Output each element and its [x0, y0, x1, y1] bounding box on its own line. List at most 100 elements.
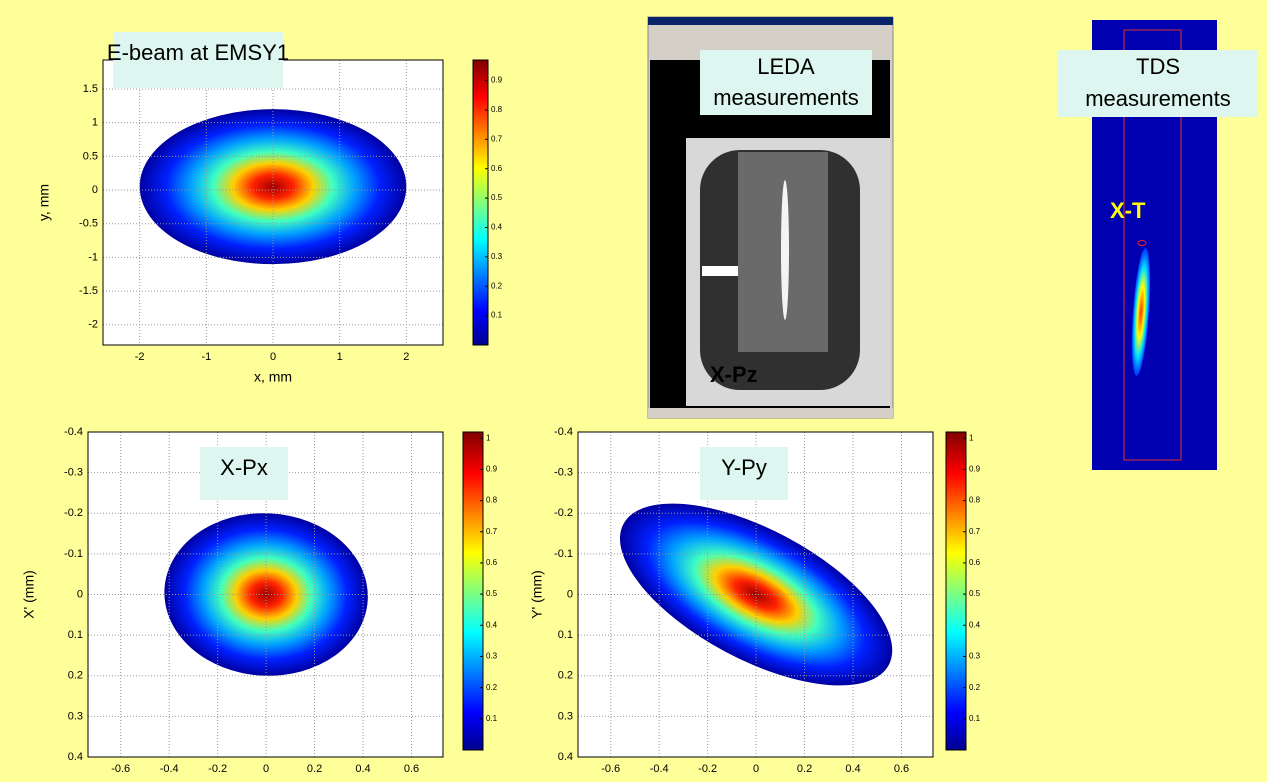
x-tick-label: 1: [337, 351, 343, 363]
colorbar-tick-label: 0.8: [969, 496, 981, 505]
leda-title: LEDA: [757, 54, 815, 79]
x-axis-label: X (mm): [243, 781, 289, 782]
colorbar-tick-label: 0.8: [491, 105, 503, 114]
colorbar: [945, 431, 967, 751]
colorbar-tick-label: 0.3: [491, 252, 503, 261]
tds-frame: [1123, 29, 1182, 461]
tds-label-box: [1058, 50, 1258, 117]
colorbar-tick-label: 1: [486, 433, 491, 442]
y-tick-label: 0.4: [68, 751, 83, 763]
x-tick-label: -0.2: [698, 763, 717, 775]
colorbar: [472, 59, 489, 346]
y-tick-label: -0.2: [64, 507, 83, 519]
y-tick-label: 0: [92, 184, 98, 196]
x-tick-label: 0.2: [307, 763, 322, 775]
y-tick-label: -1.5: [79, 285, 98, 297]
y-tick-label: 0.5: [83, 150, 98, 162]
colorbar-tick-label: 0.3: [486, 652, 498, 661]
x-axis-label: x, mm: [254, 369, 292, 385]
y-tick-label: -0.2: [554, 507, 573, 519]
colorbar-tick-label: 0.1: [969, 714, 981, 723]
colorbar-tick-label: 0.1: [491, 311, 503, 320]
colorbar-tick-label: 0.2: [491, 281, 503, 290]
leda-tag: X-Pz: [710, 362, 758, 387]
y-tick-label: 0.3: [68, 710, 83, 722]
y-tick-label: 0.1: [68, 629, 83, 641]
x-tick-label: 0.6: [404, 763, 419, 775]
y-tick-label: -0.3: [64, 467, 83, 479]
title-box: [113, 32, 283, 88]
tds-tag: X-T: [1110, 198, 1146, 223]
y-tick-label: -0.1: [554, 548, 573, 560]
y-axis-label: Y' (mm): [529, 570, 545, 619]
y-tick-label: 0.2: [68, 670, 83, 682]
chart-title: E-beam at EMSY1: [107, 40, 289, 65]
y-tick-label: 0: [77, 588, 83, 600]
y-tick-label: 0: [567, 588, 573, 600]
leda-label-box: [700, 50, 872, 115]
x-tick-label: -0.6: [111, 763, 130, 775]
x-tick-label: -1: [201, 351, 211, 363]
tds-title: TDS: [1136, 54, 1180, 79]
leda-title: measurements: [713, 85, 859, 110]
y-tick-label: 0.3: [558, 710, 573, 722]
x-tick-label: 0: [263, 763, 269, 775]
colorbar-tick-label: 0.9: [969, 465, 981, 474]
y-tick-label: 1.5: [83, 83, 98, 95]
x-tick-label: 0: [753, 763, 759, 775]
chart-title: Y-Py: [721, 455, 767, 480]
title-box: [200, 447, 288, 500]
colorbar-tick-label: 1: [969, 433, 974, 442]
y-tick-label: -2: [88, 319, 98, 331]
x-tick-label: 0.4: [845, 763, 860, 775]
x-tick-label: -0.6: [601, 763, 620, 775]
y-tick-label: 0.4: [558, 751, 573, 763]
colorbar-tick-label: 0.2: [969, 683, 981, 692]
x-tick-label: 0: [270, 351, 276, 363]
title-box: [700, 447, 788, 500]
colorbar-tick-label: 0.5: [491, 193, 503, 202]
colorbar-tick-label: 0.6: [491, 164, 503, 173]
x-tick-label: 0.6: [894, 763, 909, 775]
colorbar-tick-label: 0.6: [486, 558, 498, 567]
tds-title: measurements: [1085, 86, 1231, 111]
colorbar-tick-label: 0.4: [969, 620, 981, 629]
colorbar-tick-label: 0.5: [969, 589, 981, 598]
colorbar-tick-label: 0.4: [491, 223, 503, 232]
colorbar-tick-label: 0.9: [486, 465, 498, 474]
colorbar: [462, 431, 484, 751]
colorbar-tick-label: 0.6: [969, 558, 981, 567]
y-tick-label: 1: [92, 117, 98, 129]
tds-marker: [1137, 240, 1147, 246]
chart-title: X-Px: [220, 455, 268, 480]
colorbar-tick-label: 0.2: [486, 683, 498, 692]
y-tick-label: -0.1: [64, 548, 83, 560]
x-tick-label: 0.4: [355, 763, 370, 775]
x-tick-label: -0.4: [650, 763, 669, 775]
y-tick-label: -0.4: [64, 426, 83, 438]
colorbar-tick-label: 0.4: [486, 620, 498, 629]
y-tick-label: -0.3: [554, 467, 573, 479]
plot-frame: [577, 431, 934, 758]
y-tick-label: -0.5: [79, 218, 98, 230]
colorbar-tick-label: 0.5: [486, 589, 498, 598]
colorbar-tick-label: 0.8: [486, 496, 498, 505]
y-tick-label: 0.2: [558, 670, 573, 682]
colorbar-tick-label: 0.7: [491, 134, 503, 143]
colorbar-tick-label: 0.7: [969, 527, 981, 536]
tds-beam: [1131, 248, 1151, 376]
plot-frame: [87, 431, 444, 758]
colorbar-tick-label: 0.1: [486, 714, 498, 723]
y-axis-label: y, mm: [36, 184, 52, 221]
y-axis-label: X' (mm): [21, 570, 37, 619]
x-tick-label: -2: [135, 351, 145, 363]
x-axis-label: Y (mm): [733, 781, 779, 782]
y-tick-label: -1: [88, 251, 98, 263]
x-tick-label: 2: [403, 351, 409, 363]
y-tick-label: 0.1: [558, 629, 573, 641]
colorbar-tick-label: 0.3: [969, 652, 981, 661]
colorbar-tick-label: 0.7: [486, 527, 498, 536]
x-tick-label: -0.4: [160, 763, 179, 775]
y-tick-label: -0.4: [554, 426, 573, 438]
